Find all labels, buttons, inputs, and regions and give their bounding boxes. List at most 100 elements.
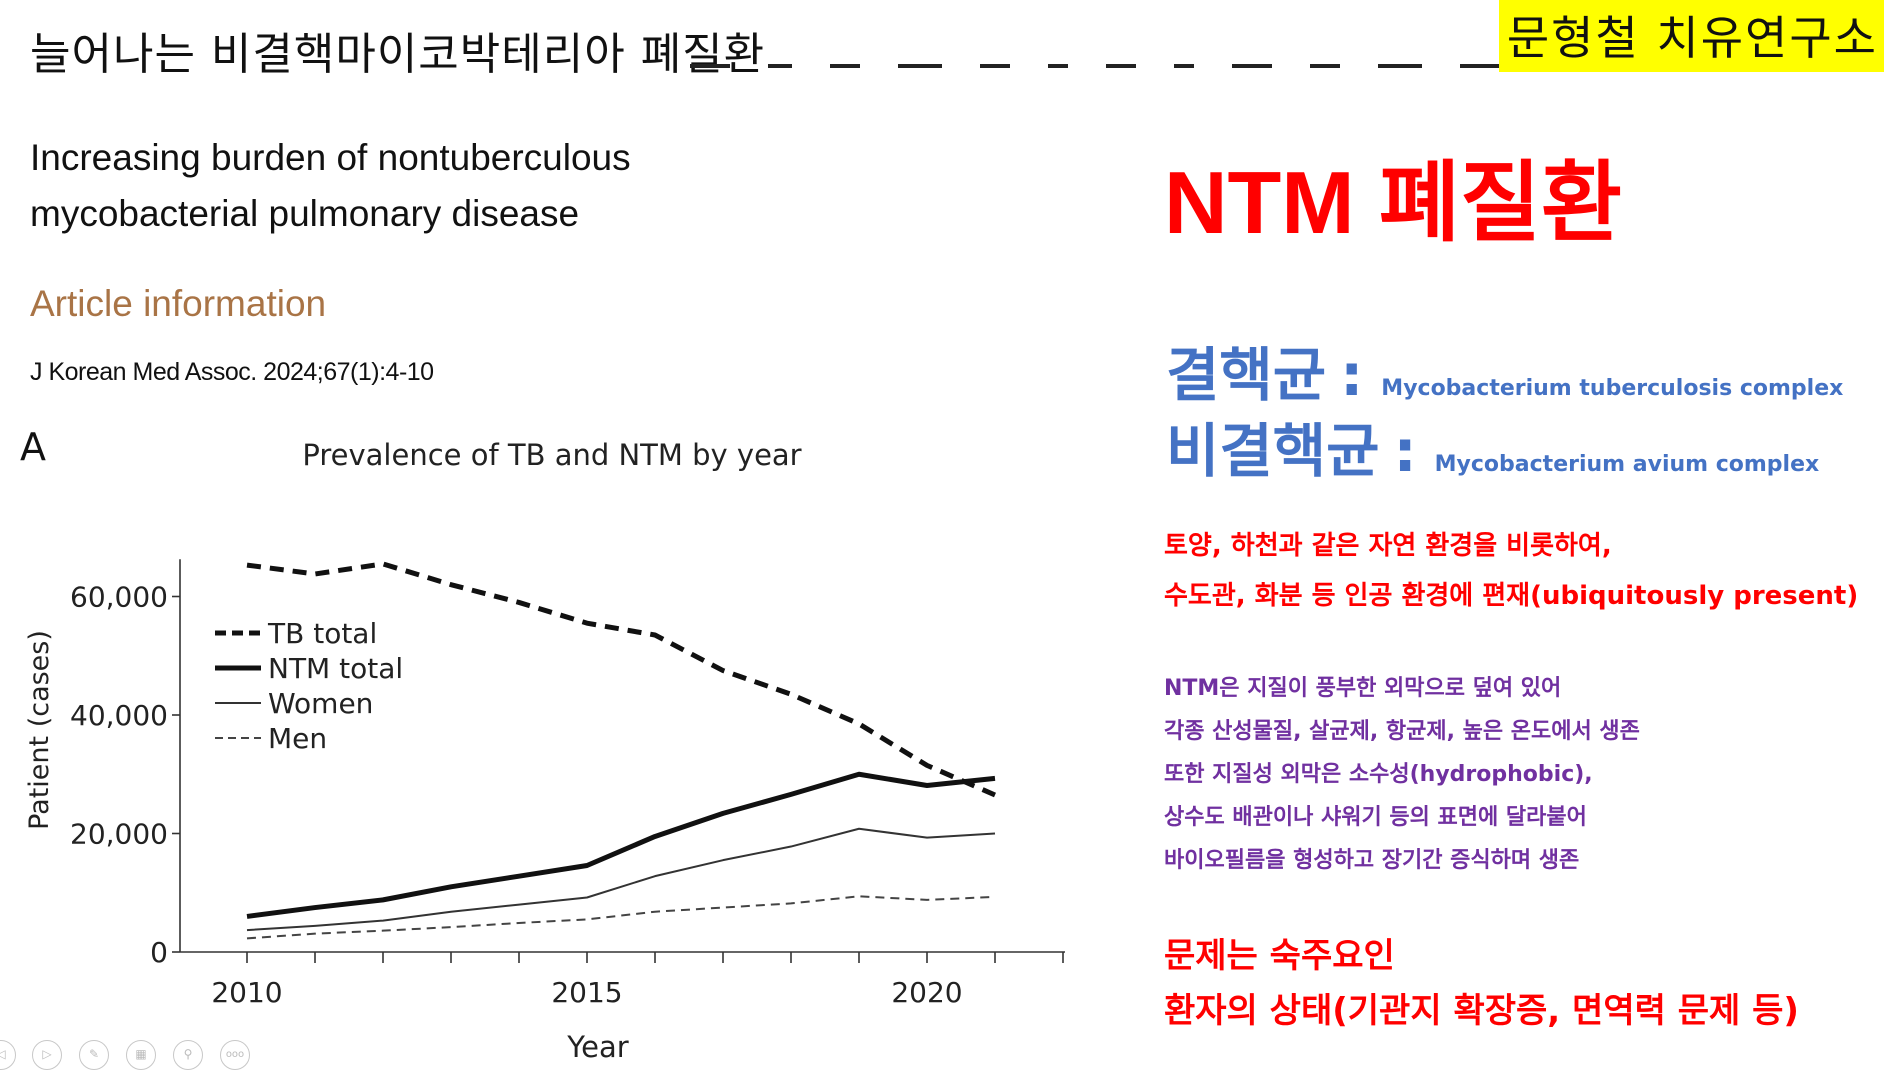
- data-point-tb-total: [789, 692, 793, 696]
- zoom-icon: ⚲: [183, 1047, 193, 1061]
- data-point-men: [517, 921, 521, 925]
- more-options-icon: ooo: [225, 1049, 245, 1060]
- y-tick-label: 60,000: [70, 581, 168, 614]
- tb-label: 결핵균: [1166, 341, 1327, 409]
- series-line-ntm-total: [246, 771, 996, 919]
- chart-series-layer: [245, 561, 997, 940]
- next-button[interactable]: ▷: [32, 1040, 62, 1070]
- property-line-1: NTM은 지질이 풍부한 외막으로 덮여 있어: [1164, 676, 1562, 701]
- data-point-tb-total: [449, 583, 453, 587]
- paper-title: Increasing burden of nontuberculous myco…: [30, 130, 631, 242]
- tb-species: Mycobacterium tuberculosis complex: [1381, 376, 1844, 401]
- legend-label: Women: [268, 687, 373, 720]
- data-point-men: [993, 895, 997, 899]
- next-icon: ▷: [42, 1047, 52, 1061]
- data-point-men: [789, 901, 793, 905]
- data-point-ntm-total: [993, 776, 997, 780]
- host-factor-line-2: 환자의 상태(기관지 확장증, 면역력 문제 등): [1164, 991, 1799, 1031]
- ntm-species: Mycobacterium avium complex: [1434, 452, 1820, 477]
- data-point-women: [721, 858, 725, 862]
- data-point-tb-total: [517, 600, 521, 604]
- brand-label: 문형철 치유연구소: [1498, 0, 1884, 72]
- x-axis-label: Year: [566, 1030, 628, 1060]
- prevalence-chart: A Prevalence of TB and NTM by year Patie…: [20, 425, 1065, 1060]
- property-line-3: 또한 지질성 외막은 소수성(hydrophobic),: [1164, 762, 1593, 787]
- data-point-tb-total: [585, 621, 589, 625]
- tb-colon: :: [1340, 341, 1364, 409]
- data-point-ntm-total: [721, 811, 725, 815]
- panel-label: A: [20, 425, 46, 469]
- previous-icon: ◁: [0, 1047, 6, 1061]
- data-point-men: [245, 936, 249, 940]
- data-point-women: [925, 836, 929, 840]
- data-point-women: [245, 928, 249, 932]
- paper-title-line-1: Increasing burden of nontuberculous: [30, 137, 631, 178]
- more-options-button[interactable]: ooo: [220, 1040, 250, 1070]
- data-point-women: [789, 845, 793, 849]
- data-point-men: [585, 917, 589, 921]
- y-tick-label: 0: [150, 936, 168, 969]
- x-tick-label: 2015: [551, 976, 622, 1009]
- data-point-men: [313, 932, 317, 936]
- data-point-tb-total: [993, 793, 997, 797]
- data-point-women: [313, 924, 317, 928]
- data-point-ntm-total: [449, 885, 453, 889]
- ntm-label: 비결핵균: [1166, 417, 1380, 485]
- legend-label: NTM total: [268, 652, 403, 685]
- property-line-5: 바이오필름을 형성하고 장기간 증식하며 생존: [1164, 848, 1580, 873]
- environment-line-1: 토양, 하천과 같은 자연 환경을 비롯하여,: [1164, 531, 1612, 561]
- data-point-tb-total: [857, 722, 861, 726]
- data-point-tb-total: [653, 633, 657, 637]
- data-point-ntm-total: [585, 863, 589, 867]
- data-point-ntm-total: [857, 772, 861, 776]
- slide-title: 늘어나는 비결핵마이코박테리아 폐질환: [30, 29, 766, 80]
- data-point-men: [449, 925, 453, 929]
- series-line-tb-total: [246, 561, 996, 798]
- data-point-ntm-total: [381, 898, 385, 902]
- data-point-women: [381, 919, 385, 923]
- property-line-4: 상수도 배관이나 샤워기 등의 표면에 달라붙어: [1164, 805, 1587, 830]
- data-point-ntm-total: [517, 874, 521, 878]
- host-factor-line-1: 문제는 숙주요인: [1164, 936, 1395, 976]
- data-point-women: [653, 874, 657, 878]
- data-point-ntm-total: [653, 834, 657, 838]
- data-point-tb-total: [925, 763, 929, 767]
- data-point-ntm-total: [313, 906, 317, 910]
- ntm-bacteria-row: 비결핵균: Mycobacterium avium complex: [1166, 404, 1819, 488]
- slides-grid-button[interactable]: ▦: [126, 1040, 156, 1070]
- data-point-men: [857, 894, 861, 898]
- pen-button[interactable]: ✎: [79, 1040, 109, 1070]
- y-tick-label: 20,000: [70, 818, 168, 851]
- slides-grid-icon: ▦: [135, 1047, 147, 1061]
- chart-title: Prevalence of TB and NTM by year: [302, 438, 801, 472]
- data-point-women: [993, 832, 997, 836]
- environment-line-2: 수도관, 화분 등 인공 환경에 편재(ubiquitously present…: [1164, 581, 1859, 611]
- y-axis-label: Patient (cases): [24, 630, 55, 830]
- ntm-colon: :: [1393, 417, 1417, 485]
- data-point-men: [925, 898, 929, 902]
- x-tick-label: 2020: [891, 976, 962, 1009]
- legend-label: Men: [268, 722, 327, 755]
- data-point-men: [381, 929, 385, 933]
- pen-icon: ✎: [88, 1047, 100, 1061]
- data-point-tb-total: [245, 563, 249, 567]
- article-info-heading: Article information: [30, 283, 327, 324]
- ntm-heading: NTM 폐질환: [1164, 153, 1622, 252]
- data-point-women: [857, 827, 861, 831]
- series-line-men: [246, 895, 996, 940]
- data-point-women: [585, 895, 589, 899]
- data-point-tb-total: [381, 562, 385, 566]
- clipped-text-fragment: [690, 64, 1670, 74]
- data-point-tb-total: [313, 572, 317, 576]
- zoom-button[interactable]: ⚲: [173, 1040, 203, 1070]
- paper-title-line-2: mycobacterial pulmonary disease: [30, 193, 580, 234]
- data-point-men: [653, 910, 657, 914]
- data-point-men: [721, 906, 725, 910]
- data-point-women: [449, 910, 453, 914]
- data-point-tb-total: [721, 669, 725, 673]
- data-point-ntm-total: [925, 784, 929, 788]
- chart-axes: 0 20,000 40,000 60,000 2010 2015 2020: [70, 559, 1065, 1009]
- data-point-women: [517, 903, 521, 907]
- data-point-ntm-total: [789, 792, 793, 796]
